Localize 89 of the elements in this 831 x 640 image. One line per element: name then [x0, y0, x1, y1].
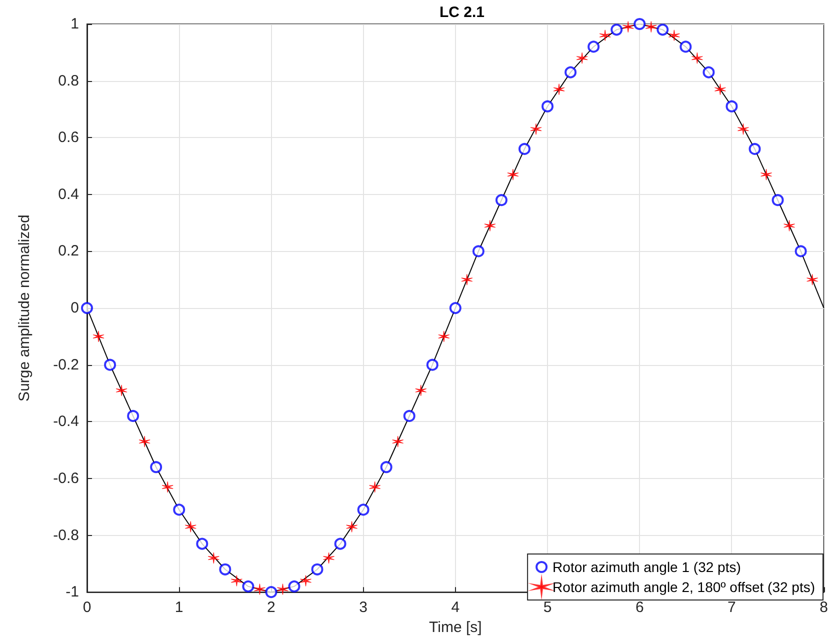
point [230, 574, 242, 587]
point [553, 84, 565, 96]
x-tick-label: 1 [174, 599, 184, 616]
point [737, 123, 750, 135]
point [702, 66, 715, 78]
y-tick-label: -0.6 [53, 470, 79, 487]
chart-title: LC 2.1 [439, 4, 485, 21]
point [184, 520, 196, 533]
point [173, 504, 186, 516]
point [254, 583, 266, 596]
point [484, 220, 496, 232]
point [726, 100, 738, 112]
point [656, 24, 669, 36]
legend-label: Rotor azimuth angle 1 (32 pts) [552, 559, 741, 575]
legend-label: Rotor azimuth angle 2, 180º offset (32 pts) [552, 579, 816, 595]
point [162, 481, 174, 493]
point [542, 100, 554, 112]
point [104, 358, 116, 371]
y-tick-label: 0 [70, 300, 79, 317]
point [392, 436, 404, 448]
point [334, 538, 346, 550]
point [380, 461, 392, 474]
point [748, 142, 761, 155]
point [610, 24, 623, 36]
x-tick-label: 4 [451, 599, 460, 616]
x-tick-label: 5 [543, 599, 552, 616]
x-tick-label: 7 [728, 599, 736, 616]
point [369, 481, 381, 493]
y-tick-label: 0.8 [58, 72, 79, 90]
point [576, 52, 588, 64]
point [622, 21, 634, 33]
point [461, 274, 473, 286]
point [449, 302, 462, 314]
point [150, 461, 162, 474]
point [265, 586, 278, 598]
point [645, 21, 657, 33]
point [438, 330, 450, 342]
y-tick-label: -0.4 [53, 413, 79, 430]
point [794, 245, 807, 258]
point [276, 583, 289, 596]
y-tick-label: 0.4 [58, 186, 79, 203]
point [599, 30, 611, 42]
x-tick-label: 2 [267, 599, 276, 616]
y-tick-label: -0.8 [53, 526, 79, 544]
point [116, 384, 128, 396]
x-tick-label: 6 [635, 599, 644, 616]
point [772, 194, 784, 206]
point [564, 66, 577, 78]
point [518, 142, 530, 155]
point [311, 563, 324, 576]
point [92, 330, 104, 342]
point [288, 580, 300, 592]
y-tick-label: 0.2 [58, 242, 79, 260]
point [208, 552, 220, 564]
point [806, 274, 818, 286]
point [357, 504, 370, 516]
y-tick-label: 1 [70, 16, 79, 32]
point [680, 40, 692, 53]
x-tick-label: 8 [820, 599, 828, 616]
point [760, 168, 772, 180]
point [634, 18, 646, 30]
point [714, 84, 726, 96]
y-tick-label: 0.6 [58, 129, 79, 146]
point [668, 30, 680, 42]
point [138, 436, 150, 448]
point [691, 52, 703, 64]
point [507, 168, 519, 180]
y-tick-label: -0.2 [53, 356, 79, 374]
point [300, 574, 312, 587]
point [495, 194, 508, 206]
point [346, 520, 358, 533]
point [196, 538, 208, 550]
point [426, 358, 438, 371]
point [219, 563, 232, 576]
point [783, 220, 796, 232]
point [127, 410, 140, 422]
x-axis-title: Time [s] [429, 619, 482, 636]
x-tick-label: 0 [82, 599, 92, 616]
point [322, 552, 335, 564]
y-tick-label: -1 [66, 584, 79, 601]
point [472, 245, 484, 258]
y-axis-title: Surge amplitude normalized [16, 214, 33, 402]
point [403, 410, 416, 422]
x-tick-label: 3 [359, 599, 368, 616]
point [81, 302, 93, 314]
point [242, 580, 254, 592]
point [530, 123, 542, 135]
point [415, 384, 427, 396]
point [588, 40, 600, 53]
